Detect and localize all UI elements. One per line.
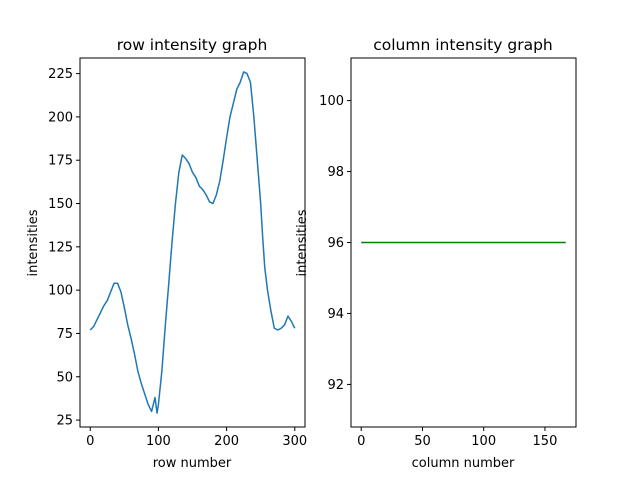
row-y-tick-label: 75	[56, 327, 73, 342]
row-y-tick-label: 100	[48, 284, 73, 299]
row-y-tick-label: 150	[48, 197, 73, 212]
row-y-tick-label: 125	[48, 240, 73, 255]
column-intensity-plot: column intensity graph column number int…	[295, 36, 577, 471]
column-x-tick-label: 150	[533, 434, 558, 449]
row-intensity-line	[89, 71, 296, 414]
row-y-tick-label: 175	[48, 154, 73, 169]
column-x-tick-label: 0	[357, 434, 365, 449]
row-series	[89, 71, 296, 414]
row-x-tick-label: 300	[282, 434, 307, 449]
column-chart-title: column intensity graph	[373, 36, 552, 54]
row-x-ticks: 0 100 200 300	[86, 427, 307, 449]
row-x-axis-label: row number	[153, 456, 232, 471]
column-y-tick-label: 92	[327, 378, 344, 393]
column-x-tick-label: 50	[414, 434, 431, 449]
column-y-tick-label: 98	[327, 165, 344, 180]
row-y-tick-label: 25	[56, 414, 73, 429]
row-x-tick-label: 0	[86, 434, 94, 449]
row-plot-frame	[79, 57, 306, 428]
column-y-tick-label: 96	[327, 236, 344, 251]
column-y-ticks: 92 94 96 98 100	[319, 94, 351, 393]
row-x-tick-label: 100	[146, 434, 171, 449]
row-y-ticks: 25 50 75 100 125 150 175 200 225	[48, 67, 80, 429]
column-y-tick-label: 94	[327, 307, 344, 322]
column-x-ticks: 0 50 100 150	[357, 427, 557, 449]
column-x-tick-label: 100	[471, 434, 496, 449]
row-chart-title: row intensity graph	[117, 36, 268, 54]
row-x-tick-label: 200	[214, 434, 239, 449]
column-y-axis-label: intensities	[295, 209, 310, 276]
row-y-tick-label: 50	[56, 370, 73, 385]
row-y-tick-label: 225	[48, 67, 73, 82]
column-plot-frame	[350, 57, 577, 428]
row-intensity-plot: row intensity graph row number intensiti…	[26, 36, 307, 471]
row-y-axis-label: intensities	[26, 209, 41, 276]
row-y-tick-label: 200	[48, 110, 73, 125]
column-y-tick-label: 100	[319, 94, 344, 109]
column-x-axis-label: column number	[412, 456, 515, 471]
